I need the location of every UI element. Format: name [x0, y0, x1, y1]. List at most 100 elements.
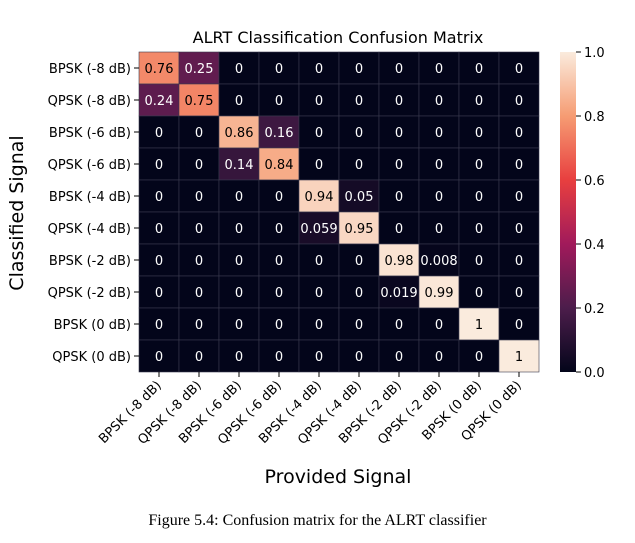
heatmap-cell — [138, 339, 180, 373]
cell-value-label: 0 — [395, 126, 403, 141]
cell-value-label: 0 — [235, 254, 243, 269]
heatmap-cell — [218, 51, 260, 85]
heatmap-cell — [418, 339, 460, 373]
heatmap-cell — [338, 179, 380, 213]
heatmap-cell — [338, 243, 380, 277]
cell-value-label: 0.24 — [145, 94, 174, 109]
cell-value-label: 0 — [275, 318, 283, 333]
cell-value-label: 0 — [435, 222, 443, 237]
cell-value-label: 0.16 — [265, 126, 294, 141]
cell-value-label: 0.14 — [225, 158, 254, 173]
cell-value-label: 0 — [395, 222, 403, 237]
cell-value-label: 0 — [395, 62, 403, 77]
cell-value-label: 0 — [475, 62, 483, 77]
cell-value-label: 0 — [235, 286, 243, 301]
cell-value-label: 0 — [275, 286, 283, 301]
heatmap-cell — [258, 243, 300, 277]
cell-value-label: 0 — [355, 318, 363, 333]
heatmap-cell — [458, 115, 500, 149]
cell-value-label: 0 — [195, 126, 203, 141]
figure-caption: Figure 5.4: Confusion matrix for the ALR… — [148, 512, 487, 529]
heatmap-cell — [178, 307, 220, 341]
cell-value-label: 0 — [475, 254, 483, 269]
cell-value-label: 0 — [475, 190, 483, 205]
cell-value-label: 0 — [275, 222, 283, 237]
cell-value-label: 0.019 — [380, 286, 417, 301]
heatmap-grid: 0.76 0.25 0 0 0 0 0 0 0 0 0.24 0.75 0 0 0 0 0 0 0 0 0 0 0.86 0.… — [138, 51, 540, 373]
heatmap-cell — [298, 275, 340, 309]
heatmap-cell — [418, 307, 460, 341]
cell-value-label: 0 — [475, 222, 483, 237]
cell-value-label: 0 — [355, 94, 363, 109]
chart-title: ALRT Classification Confusion Matrix — [193, 28, 484, 47]
cell-value-label: 0 — [155, 158, 163, 173]
heatmap-cell — [498, 115, 540, 149]
cell-value-label: 1 — [475, 318, 483, 333]
cell-value-label: 0 — [195, 158, 203, 173]
y-tick-label: QPSK (-2 dB) — [48, 286, 131, 301]
colorbar-tick-label: 0.8 — [584, 110, 605, 125]
y-tick-label: BPSK (-2 dB) — [49, 254, 131, 269]
heatmap-cell — [218, 211, 260, 245]
cell-value-label: 0.86 — [225, 126, 254, 141]
cell-value-label: 0 — [315, 350, 323, 365]
cell-value-label: 0 — [155, 286, 163, 301]
heatmap-cell — [338, 83, 380, 117]
heatmap-cell — [458, 243, 500, 277]
heatmap-cell — [498, 147, 540, 181]
y-tick-label: BPSK (-4 dB) — [49, 190, 131, 205]
heatmap-cell — [378, 83, 420, 117]
cell-value-label: 0 — [235, 318, 243, 333]
cell-value-label: 0 — [515, 94, 523, 109]
cell-value-label: 0 — [315, 286, 323, 301]
confusion-matrix-chart: ALRT Classification Confusion Matrix 0.7… — [6, 28, 605, 488]
cell-value-label: 0 — [315, 62, 323, 77]
cell-value-label: 0 — [435, 190, 443, 205]
y-tick-label: BPSK (0 dB) — [54, 318, 131, 333]
heatmap-cell — [458, 275, 500, 309]
cell-value-label: 0 — [155, 190, 163, 205]
heatmap-cell — [178, 51, 220, 85]
cell-value-label: 0 — [235, 190, 243, 205]
heatmap-cell — [418, 83, 460, 117]
heatmap-cell — [298, 179, 340, 213]
heatmap-cell — [418, 179, 460, 213]
colorbar-gradient — [560, 52, 576, 372]
y-tick-label: QPSK (0 dB) — [52, 350, 131, 365]
heatmap-cell — [178, 115, 220, 149]
cell-value-label: 0 — [475, 158, 483, 173]
x-axis-label: Provided Signal — [265, 466, 412, 488]
cell-value-label: 0 — [395, 190, 403, 205]
cell-value-label: 0 — [155, 318, 163, 333]
cell-value-label: 0 — [435, 318, 443, 333]
cell-value-label: 0 — [515, 318, 523, 333]
heatmap-cell — [138, 211, 180, 245]
heatmap-cell — [418, 243, 460, 277]
heatmap-cell — [258, 83, 300, 117]
heatmap-cell — [458, 211, 500, 245]
heatmap-cell — [498, 51, 540, 85]
cell-value-label: 0.95 — [345, 222, 374, 237]
cell-value-label: 0 — [235, 350, 243, 365]
heatmap-cell — [458, 339, 500, 373]
cell-value-label: 0 — [395, 318, 403, 333]
cell-value-label: 0.99 — [425, 286, 454, 301]
heatmap-cell — [258, 211, 300, 245]
cell-value-label: 0 — [155, 222, 163, 237]
cell-value-label: 0 — [355, 62, 363, 77]
cell-value-label: 0 — [275, 62, 283, 77]
heatmap-cell — [218, 275, 260, 309]
cell-value-label: 0 — [195, 286, 203, 301]
heatmap-cell — [498, 179, 540, 213]
heatmap-cell — [418, 51, 460, 85]
cell-value-label: 0.75 — [185, 94, 214, 109]
cell-value-label: 0 — [435, 94, 443, 109]
colorbar: 0.0 0.2 0.4 0.6 0.8 1.0 — [560, 46, 605, 381]
cell-value-label: 0 — [355, 158, 363, 173]
cell-value-label: 0 — [395, 158, 403, 173]
y-tick-labels: BPSK (-8 dB) QPSK (-8 dB) BPSK (-6 dB) QPSK… — [48, 62, 139, 365]
cell-value-label: 0 — [435, 158, 443, 173]
heatmap-cell — [458, 147, 500, 181]
heatmap-cell — [138, 115, 180, 149]
cell-value-label: 0 — [275, 350, 283, 365]
